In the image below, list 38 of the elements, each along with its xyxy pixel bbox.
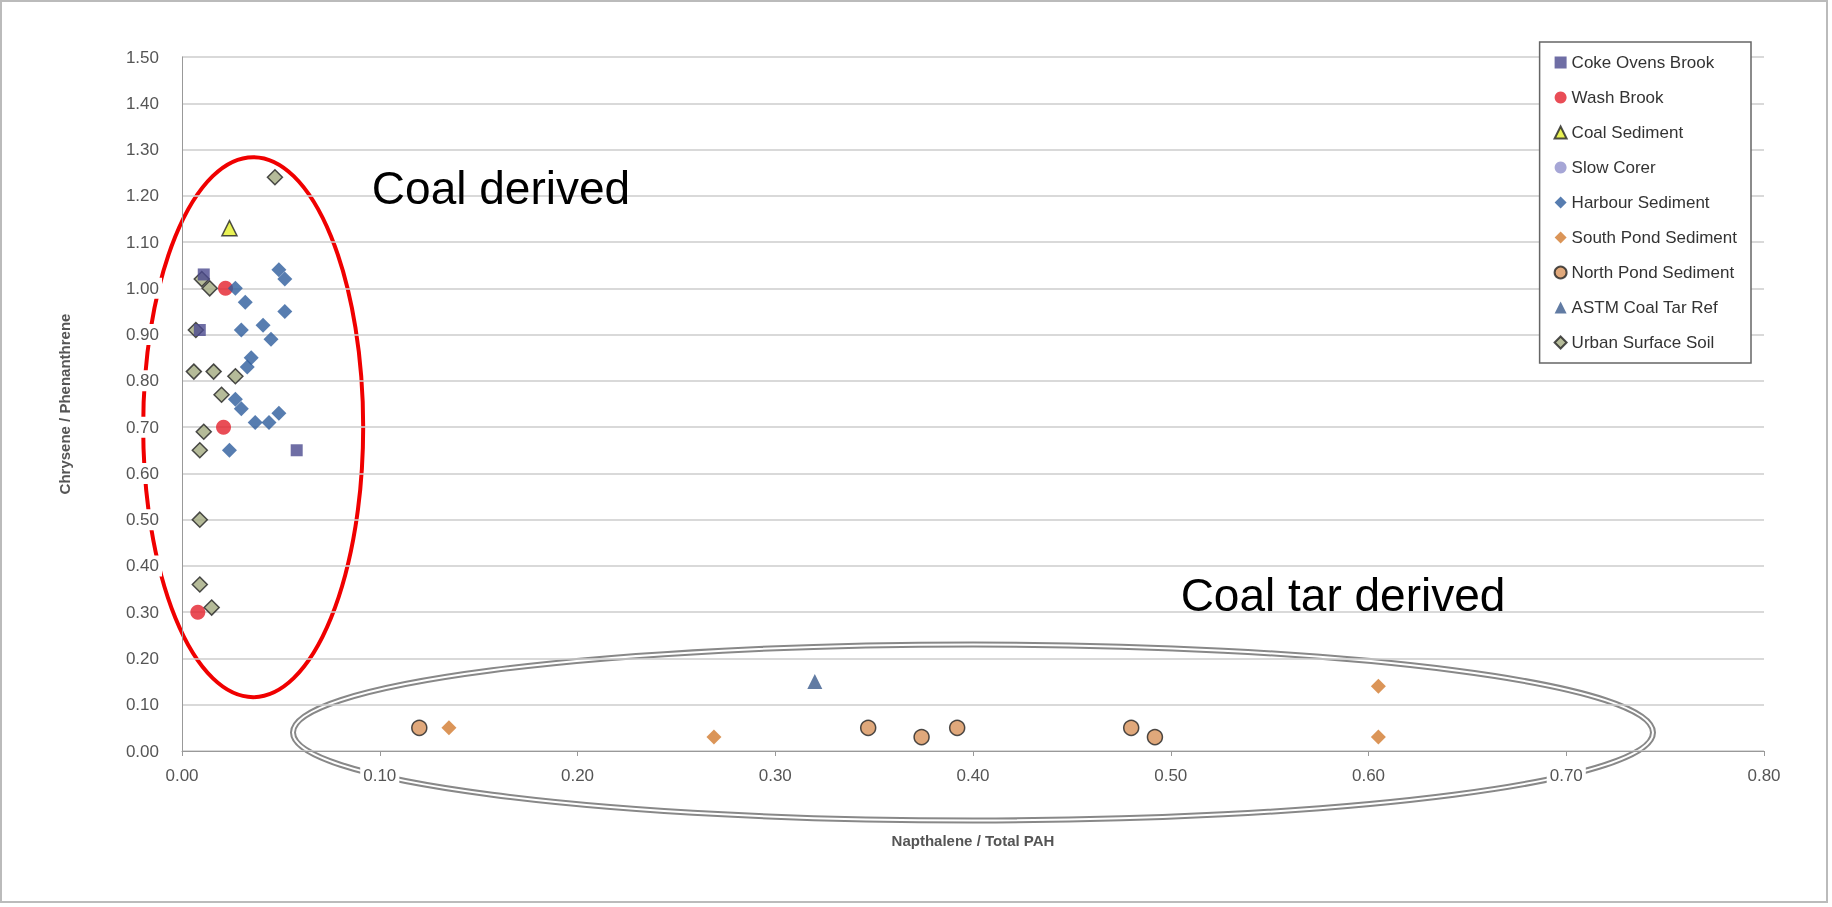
x-tick-label: 0.60 (1351, 766, 1386, 785)
y-axis-title: Chrysene / Phenanthrene (56, 313, 73, 495)
x-tick-label: 0.30 (758, 766, 792, 785)
legend-label: South Pond Sediment (1571, 228, 1738, 247)
annotation: Coal derived (371, 162, 631, 215)
legend-label: Urban Surface Soil (1571, 333, 1715, 352)
annotation: Coal tar derived (1180, 569, 1506, 622)
y-tick-label: 0.40 (125, 556, 159, 576)
legend-label: Wash Brook (1571, 88, 1665, 107)
x-tick-label: 0.20 (560, 766, 595, 785)
y-tick-label: 0.90 (125, 325, 159, 345)
x-tick-label: 0.00 (165, 766, 199, 785)
legend-label: Coke Ovens Brook (1571, 53, 1715, 72)
legend-label: Harbour Sediment (1571, 193, 1710, 212)
y-tick-label: 0.60 (125, 463, 159, 483)
legend-label: North Pond Sediment (1571, 263, 1735, 282)
y-tick-label: 0.80 (125, 371, 159, 391)
y-tick-label: 0.30 (125, 602, 159, 622)
y-tick-label: 1.10 (125, 232, 159, 252)
y-tick-label: 1.00 (125, 278, 159, 298)
y-tick-label: 1.40 (125, 93, 159, 113)
x-tick-label: 0.70 (1549, 766, 1583, 785)
y-tick-label: 0.20 (125, 648, 159, 668)
y-tick-label: 1.30 (125, 140, 159, 160)
x-tick-label: 0.40 (956, 766, 990, 785)
y-tick-label: 0.70 (125, 417, 159, 437)
y-tick-label: 0.10 (125, 695, 159, 715)
x-tick-label: 0.50 (1154, 766, 1188, 785)
x-tick-label: 0.10 (363, 766, 397, 785)
y-tick-label: 0.00 (125, 741, 159, 761)
legend-label: ASTM Coal Tar Ref (1571, 298, 1718, 317)
legend-label: Slow Corer (1571, 158, 1657, 177)
y-tick-label: 0.50 (125, 510, 159, 530)
y-tick-label: 1.50 (125, 47, 159, 67)
y-tick-label: 1.20 (125, 186, 159, 206)
x-axis-title: Napthalene / Total PAH (891, 832, 1055, 849)
x-tick-label: 0.80 (1747, 766, 1781, 785)
legend-label: Coal Sediment (1571, 123, 1684, 142)
